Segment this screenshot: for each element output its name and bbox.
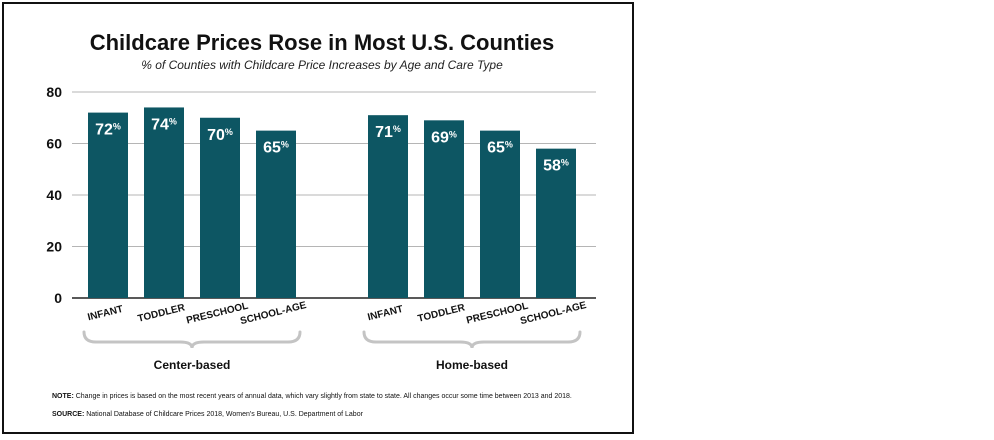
bar-toddler bbox=[144, 107, 184, 298]
value-label: 69% bbox=[431, 129, 457, 146]
value-label: 71% bbox=[375, 124, 401, 141]
group-brace bbox=[82, 330, 302, 349]
group-braces: Center-based Home-based bbox=[82, 330, 582, 372]
chart-frame: Childcare Prices Rose in Most U.S. Count… bbox=[2, 2, 634, 434]
value-label: 65% bbox=[263, 140, 289, 157]
value-label: 72% bbox=[95, 122, 121, 139]
y-tick-label: 80 bbox=[46, 84, 62, 100]
category-label: SCHOOL-AGE bbox=[239, 300, 308, 327]
y-tick-label: 40 bbox=[46, 187, 62, 203]
value-label: 74% bbox=[151, 116, 177, 133]
chart-subtitle: % of Counties with Childcare Price Incre… bbox=[141, 58, 503, 72]
bars: 72% 74% 70% 65% 71% 69% 65% 58% bbox=[88, 107, 576, 298]
value-label: 58% bbox=[543, 158, 569, 175]
source: SOURCE: National Database of Childcare P… bbox=[52, 410, 612, 419]
bar-toddler bbox=[424, 120, 464, 298]
source-text: National Database of Childcare Prices 20… bbox=[86, 411, 363, 418]
source-label: SOURCE: bbox=[52, 411, 85, 418]
note-label: NOTE: bbox=[52, 393, 74, 400]
bar-preschool bbox=[200, 117, 240, 298]
note-text: Change in prices is based on the most re… bbox=[75, 393, 572, 400]
category-label: SCHOOL-AGE bbox=[519, 300, 588, 327]
bar-preschool bbox=[480, 130, 520, 298]
value-label: 65% bbox=[487, 140, 513, 157]
y-tick-label: 60 bbox=[46, 136, 62, 152]
bar-infant bbox=[368, 115, 408, 298]
chart-title: Childcare Prices Rose in Most U.S. Count… bbox=[90, 30, 555, 55]
value-label: 70% bbox=[207, 127, 233, 144]
group-brace bbox=[362, 330, 582, 349]
bar-school-age bbox=[256, 130, 296, 298]
bar-infant bbox=[88, 112, 128, 298]
note: NOTE: Change in prices is based on the m… bbox=[52, 392, 612, 401]
bar-school-age bbox=[536, 148, 576, 298]
category-label: INFANT bbox=[87, 304, 125, 323]
y-tick-label: 0 bbox=[54, 290, 62, 306]
category-label: INFANT bbox=[367, 304, 405, 323]
category-label: TODDLER bbox=[137, 302, 187, 325]
category-label: TODDLER bbox=[417, 302, 467, 325]
group-label: Center-based bbox=[154, 358, 231, 372]
y-tick-label: 20 bbox=[46, 239, 62, 255]
chart-svg: Childcare Prices Rose in Most U.S. Count… bbox=[46, 30, 596, 372]
group-label: Home-based bbox=[436, 358, 508, 372]
